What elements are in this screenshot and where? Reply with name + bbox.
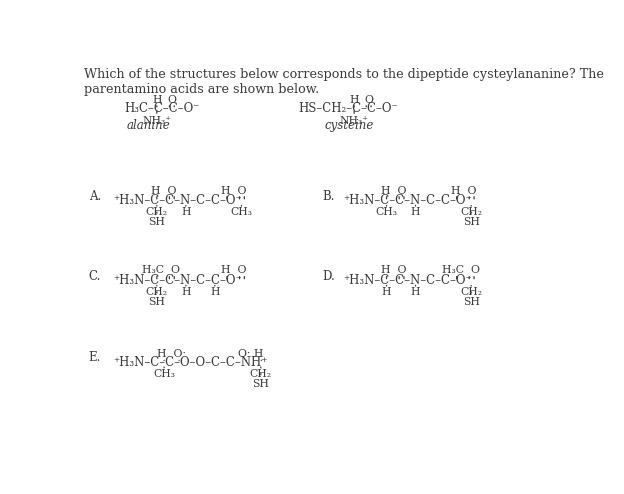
Text: CH₃: CH₃ xyxy=(153,369,175,379)
Text: H: H xyxy=(411,207,421,217)
Text: H  O: H O xyxy=(152,186,177,196)
Text: ⁺H₃N–C–C–N–C–C–O⁻: ⁺H₃N–C–C–N–C–C–O⁻ xyxy=(343,274,472,287)
Text: Which of the structures below corresponds to the dipeptide cysteylananine? The p: Which of the structures below correspond… xyxy=(84,68,603,96)
Text: H  O: H O xyxy=(381,265,407,275)
Text: H  O: H O xyxy=(222,265,247,275)
Text: H  O: H O xyxy=(451,186,477,196)
Text: H: H xyxy=(181,207,190,217)
Text: ⁺H₃N–C–C–O–O–C–C–NH⁺: ⁺H₃N–C–C–O–O–C–C–NH⁺ xyxy=(113,356,267,369)
Text: H₃C  O: H₃C O xyxy=(142,265,180,275)
Text: H  O: H O xyxy=(381,186,407,196)
Text: A.: A. xyxy=(89,190,101,203)
Text: H: H xyxy=(152,95,162,105)
Text: NH₃⁺: NH₃⁺ xyxy=(339,117,369,126)
Text: ⁺H₃N–C–C–N–C–C–O⁻: ⁺H₃N–C–C–N–C–C–O⁻ xyxy=(113,194,241,207)
Text: O· H: O· H xyxy=(238,349,264,359)
Text: B.: B. xyxy=(322,190,334,203)
Text: E.: E. xyxy=(89,351,101,365)
Text: ⁺H₃N–C–C–N–C–C–O⁻: ⁺H₃N–C–C–N–C–C–O⁻ xyxy=(343,194,472,207)
Text: D.: D. xyxy=(322,270,335,283)
Text: cysteine: cysteine xyxy=(324,119,374,132)
Text: CH₃: CH₃ xyxy=(376,207,397,217)
Text: SH: SH xyxy=(463,297,480,307)
Text: H  O: H O xyxy=(222,186,247,196)
Text: H₃C–C–C–O⁻: H₃C–C–C–O⁻ xyxy=(124,102,200,115)
Text: H₃C  O: H₃C O xyxy=(442,265,480,275)
Text: CH₃: CH₃ xyxy=(230,207,253,217)
Text: SH: SH xyxy=(149,217,165,227)
Text: H: H xyxy=(349,95,359,105)
Text: H  O·: H O· xyxy=(157,349,186,359)
Text: H: H xyxy=(210,287,220,297)
Text: O: O xyxy=(364,95,373,105)
Text: SH: SH xyxy=(463,217,480,227)
Text: CH₂: CH₂ xyxy=(250,369,272,379)
Text: H: H xyxy=(382,287,391,297)
Text: SH: SH xyxy=(252,379,269,389)
Text: ⁺H₃N–C–C–N–C–C–O⁻: ⁺H₃N–C–C–N–C–C–O⁻ xyxy=(113,274,241,287)
Text: CH₂: CH₂ xyxy=(146,287,168,297)
Text: CH₂: CH₂ xyxy=(146,207,168,217)
Text: H: H xyxy=(411,287,421,297)
Text: CH₂: CH₂ xyxy=(460,207,482,217)
Text: HS–CH₂–C–C–O⁻: HS–CH₂–C–C–O⁻ xyxy=(298,102,397,115)
Text: CH₂: CH₂ xyxy=(460,287,482,297)
Text: SH: SH xyxy=(149,297,165,307)
Text: H: H xyxy=(181,287,190,297)
Text: alanine: alanine xyxy=(126,119,170,132)
Text: O: O xyxy=(167,95,177,105)
Text: NH₃⁺: NH₃⁺ xyxy=(142,117,172,126)
Text: C.: C. xyxy=(89,270,101,283)
